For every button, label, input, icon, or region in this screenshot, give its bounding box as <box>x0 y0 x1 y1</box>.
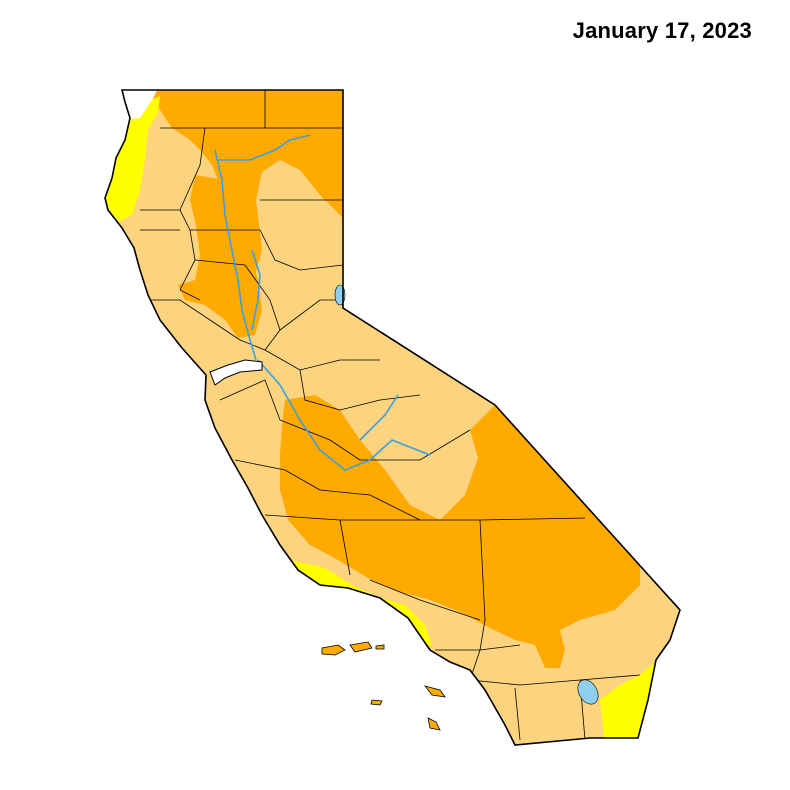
map-date: January 17, 2023 <box>572 18 752 43</box>
channel-islands <box>321 641 446 731</box>
sf-bay <box>209 359 263 386</box>
county-lines <box>140 90 641 741</box>
island-san-clemente <box>427 717 441 731</box>
island-santa-rosa <box>321 644 346 656</box>
severe-drought-zone-north <box>150 90 345 275</box>
island-santa-catalina <box>423 685 446 698</box>
island-anacapa <box>375 644 385 650</box>
salton-sea <box>577 679 599 705</box>
pit-river <box>218 134 311 161</box>
tuolumne-river <box>359 394 399 441</box>
island-san-nicolas <box>370 699 383 706</box>
feather-river <box>251 249 261 331</box>
rivers <box>214 134 431 471</box>
sacramento-river <box>214 149 257 361</box>
island-santa-cruz <box>349 641 373 653</box>
san-joaquin-river <box>257 359 431 471</box>
